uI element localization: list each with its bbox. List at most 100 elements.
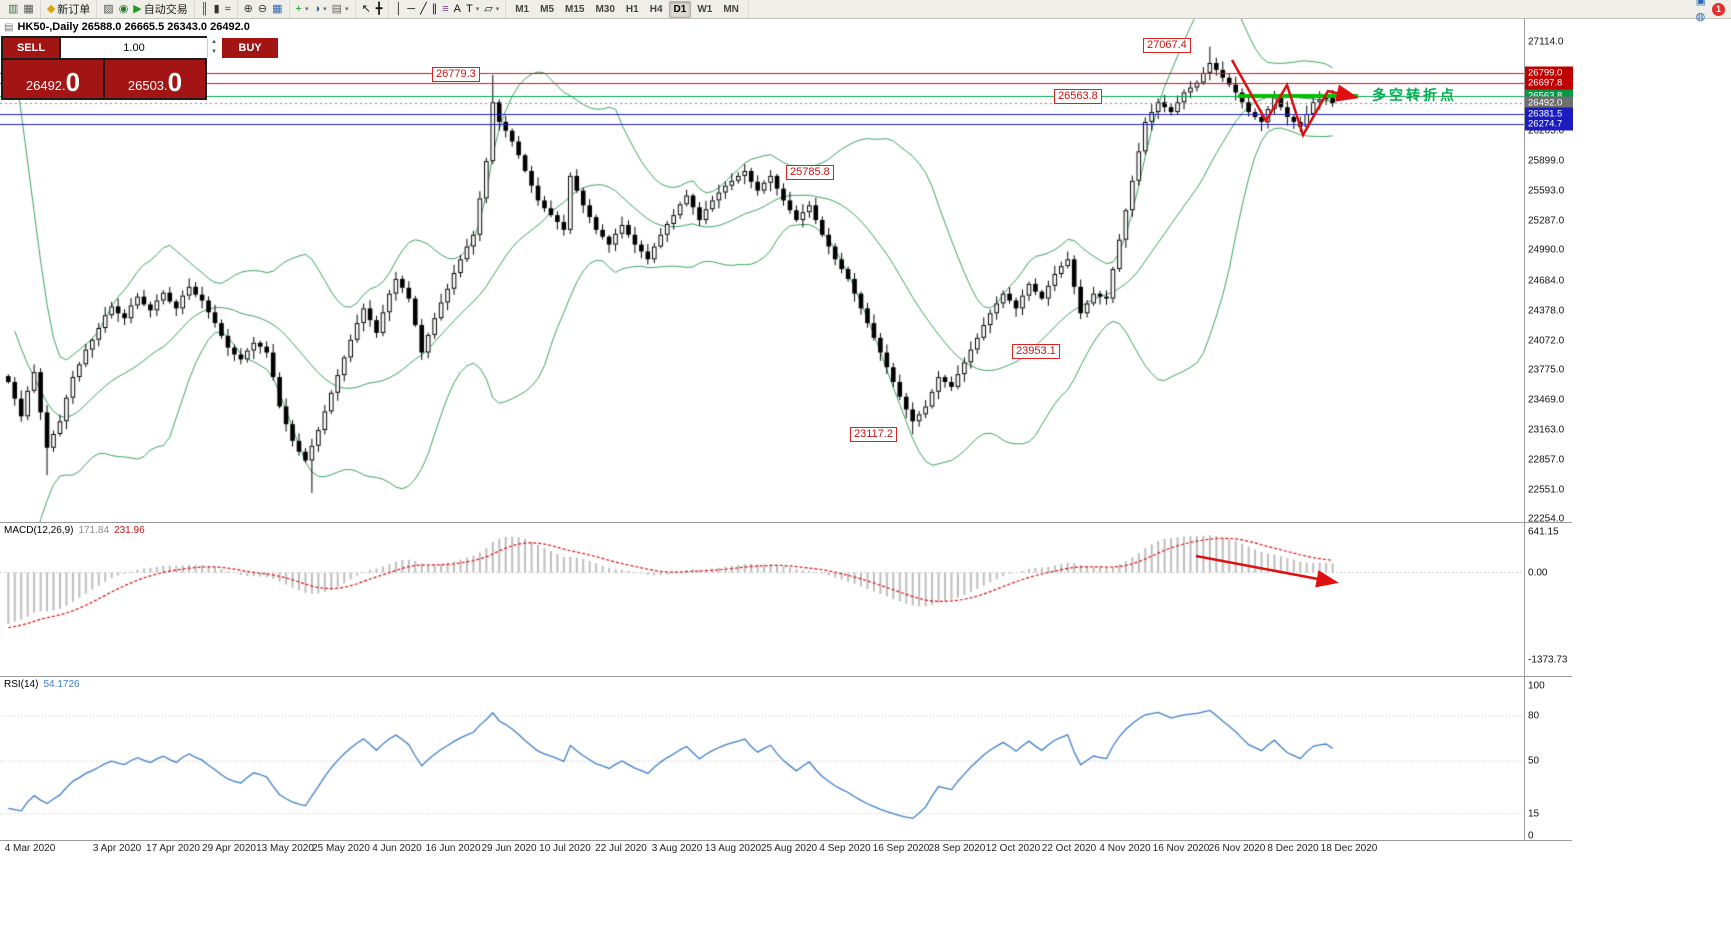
fibonacci-icon[interactable]: ≡ [440, 1, 450, 17]
candlestick-icon[interactable]: ▮ [212, 1, 222, 17]
indicators-icon: + [295, 3, 302, 15]
text-icon[interactable]: A [452, 1, 463, 17]
autotrade-button[interactable]: ▶ 自动交易 [131, 1, 189, 17]
cycles-icon[interactable]: ◑ ▾ [311, 1, 328, 17]
toolbar-groups: ▥ ▦ ◆ 新订单 ▧ ◉ ▶ 自动交易 ║ ▮ ≈ ⊕ ⊖ ▦ + ▾ ◑ ▾ ▤ ▾ ↖ ╋ │ ─ ╱ ∥ ≡ A T ▾ ▱ ▾ [2, 0, 507, 18]
macd-panel-splitter[interactable] [0, 522, 1572, 523]
buy-button[interactable]: BUY [222, 38, 278, 58]
alerts-icon[interactable]: ◉ [117, 1, 131, 17]
price-level-tag: 26492.0 [1525, 96, 1573, 110]
date-label: 18 Dec 2020 [1320, 843, 1378, 854]
toolbar-item-label: 新订单 [57, 4, 91, 16]
price-tick-label: 27114.0 [1528, 36, 1564, 48]
line-chart-icon[interactable]: ≈ [223, 1, 233, 17]
volume-spinner: ▲ ▼ [207, 38, 220, 58]
autotrade-icon: ▶ [133, 3, 142, 15]
rsi-axis-label: 15 [1528, 808, 1540, 819]
buy-price-tile[interactable]: 26503. 0 [105, 60, 205, 98]
volume-up-icon[interactable]: ▲ [211, 39, 217, 45]
arrow-tool-icon[interactable]: T ▾ [464, 1, 481, 17]
shapes-icon[interactable]: ▱ ▾ [482, 1, 501, 17]
toolbar-group: ↖ ╋ [356, 0, 390, 18]
date-label: 4 Nov 2020 [1099, 843, 1151, 854]
macd-main-value: 171.84 [78, 525, 110, 536]
date-label: 22 Oct 2020 [1041, 843, 1097, 854]
chat-icon: ▣ [1695, 0, 1706, 7]
rsi-axis-label: 100 [1528, 680, 1545, 692]
timeframe-m30[interactable]: M30 [595, 3, 615, 15]
price-tick-label: 25593.0 [1528, 185, 1565, 197]
profiles-icon[interactable]: ▦ [21, 1, 35, 17]
price-level-tag: 26274.7 [1525, 117, 1573, 131]
candlestick-icon: ▮ [213, 3, 220, 15]
channel-icon[interactable]: ∥ [430, 1, 440, 17]
macd-label: MACD(12,26,9) [4, 525, 74, 536]
channel-icon: ∥ [431, 3, 438, 15]
zoom-out-icon[interactable]: ⊖ [256, 1, 269, 17]
timeframe-toolbar: M1 M5 M15 M30 H1 H4 D1 W1 MN [506, 0, 749, 18]
timeframe-h1[interactable]: H1 [625, 3, 639, 15]
bar-chart-icon[interactable]: ║ [199, 1, 211, 17]
timeframe-m5[interactable]: M5 [540, 3, 555, 15]
date-label: 22 Jul 2020 [595, 843, 647, 854]
price-tick-label: 26205.0 [1528, 125, 1565, 137]
crosshair-icon[interactable]: ╋ [374, 1, 385, 17]
tile-windows-icon[interactable]: ▦ [270, 1, 284, 17]
date-label: 26 Nov 2020 [1208, 843, 1266, 854]
price-axis[interactable]: 27114.0 26205.0 25899.0 25593.0 25287.0 24990… [1524, 19, 1644, 842]
timeframe-d1[interactable]: D1 [668, 0, 692, 18]
one-click-trading-panel: SELL ▲ ▼ BUY 26492.0 26503.0 [1, 36, 278, 100]
cursor-icon[interactable]: ↖ [360, 1, 373, 17]
price-tick-label: 25287.0 [1528, 215, 1565, 227]
macd-axis-label: 0.00 [1528, 567, 1548, 579]
trendline-icon[interactable]: ╱ [418, 1, 429, 17]
time-axis[interactable]: 4 Mar 2020 3 Apr 2020 17 Apr 2020 29 Apr 20… [0, 840, 1524, 857]
rsi-panel-splitter[interactable] [0, 676, 1572, 677]
macd-header: MACD(12,26,9) 171.84 231.96 [4, 525, 145, 536]
volume-down-icon[interactable]: ▼ [211, 49, 217, 55]
rsi-panel-canvas[interactable] [0, 676, 1524, 840]
timeframe-mn[interactable]: MN [723, 3, 739, 15]
price-tick-label: 22551.0 [1528, 484, 1565, 496]
time-axis-separator [0, 840, 1572, 841]
templates-icon[interactable]: ▤ ▾ [330, 1, 351, 17]
macd-axis-label: 641.15 [1528, 526, 1559, 538]
notification-badge[interactable]: 1 [1712, 2, 1725, 16]
chart-window-icon[interactable]: ▧ [101, 1, 115, 17]
zoom-out-icon: ⊖ [257, 3, 268, 15]
toolbar-item-label: 自动交易 [143, 4, 188, 16]
cycles-icon: ◑ [313, 3, 321, 15]
new-order-button[interactable]: ◆ 新订单 [45, 1, 92, 17]
chart-window-icon: ▧ [103, 3, 114, 15]
rsi-value: 54.1726 [43, 679, 80, 690]
vertical-line-icon[interactable]: │ [393, 1, 404, 17]
indicators-icon[interactable]: + ▾ [294, 1, 311, 17]
dropdown-arrow-icon: ▾ [304, 6, 309, 13]
new-chart-icon[interactable]: ▥ [6, 1, 20, 17]
community-icon[interactable]: ◍ [1694, 9, 1708, 25]
rsi-header: RSI(14) 54.1726 [4, 679, 80, 690]
chat-icon[interactable]: ▣ [1694, 0, 1708, 9]
timeframe-h4[interactable]: H4 [649, 3, 663, 15]
timeframe-m1[interactable]: M1 [515, 3, 530, 15]
dropdown-arrow-icon: ▾ [323, 6, 327, 13]
timeframe-m15[interactable]: M15 [565, 3, 585, 15]
dropdown-arrow-icon: ▾ [345, 6, 349, 13]
volume-input[interactable] [61, 38, 207, 58]
trendline-icon: ╱ [420, 3, 427, 15]
macd-panel-canvas[interactable] [0, 522, 1524, 676]
sell-button[interactable]: SELL [3, 38, 59, 58]
price-tick-label: 22857.0 [1528, 454, 1565, 466]
chart-title-text: HK50-,Daily 26588.0 26665.5 26343.0 2649… [17, 21, 250, 33]
timeframe-w1[interactable]: W1 [697, 3, 713, 15]
horizontal-line-icon[interactable]: ─ [405, 1, 417, 17]
toolbar-group: + ▾ ◑ ▾ ▤ ▾ [290, 0, 356, 18]
price-tick-label: 24378.0 [1528, 305, 1565, 317]
profiles-icon: ▦ [23, 3, 34, 15]
shapes-icon: ▱ [484, 3, 493, 15]
tile-windows-icon: ▦ [272, 3, 283, 15]
sell-price-tile[interactable]: 26492. 0 [3, 60, 103, 98]
zoom-in-icon[interactable]: ⊕ [242, 1, 255, 17]
text-icon: A [453, 3, 461, 15]
price-chart-canvas[interactable] [0, 19, 1524, 522]
